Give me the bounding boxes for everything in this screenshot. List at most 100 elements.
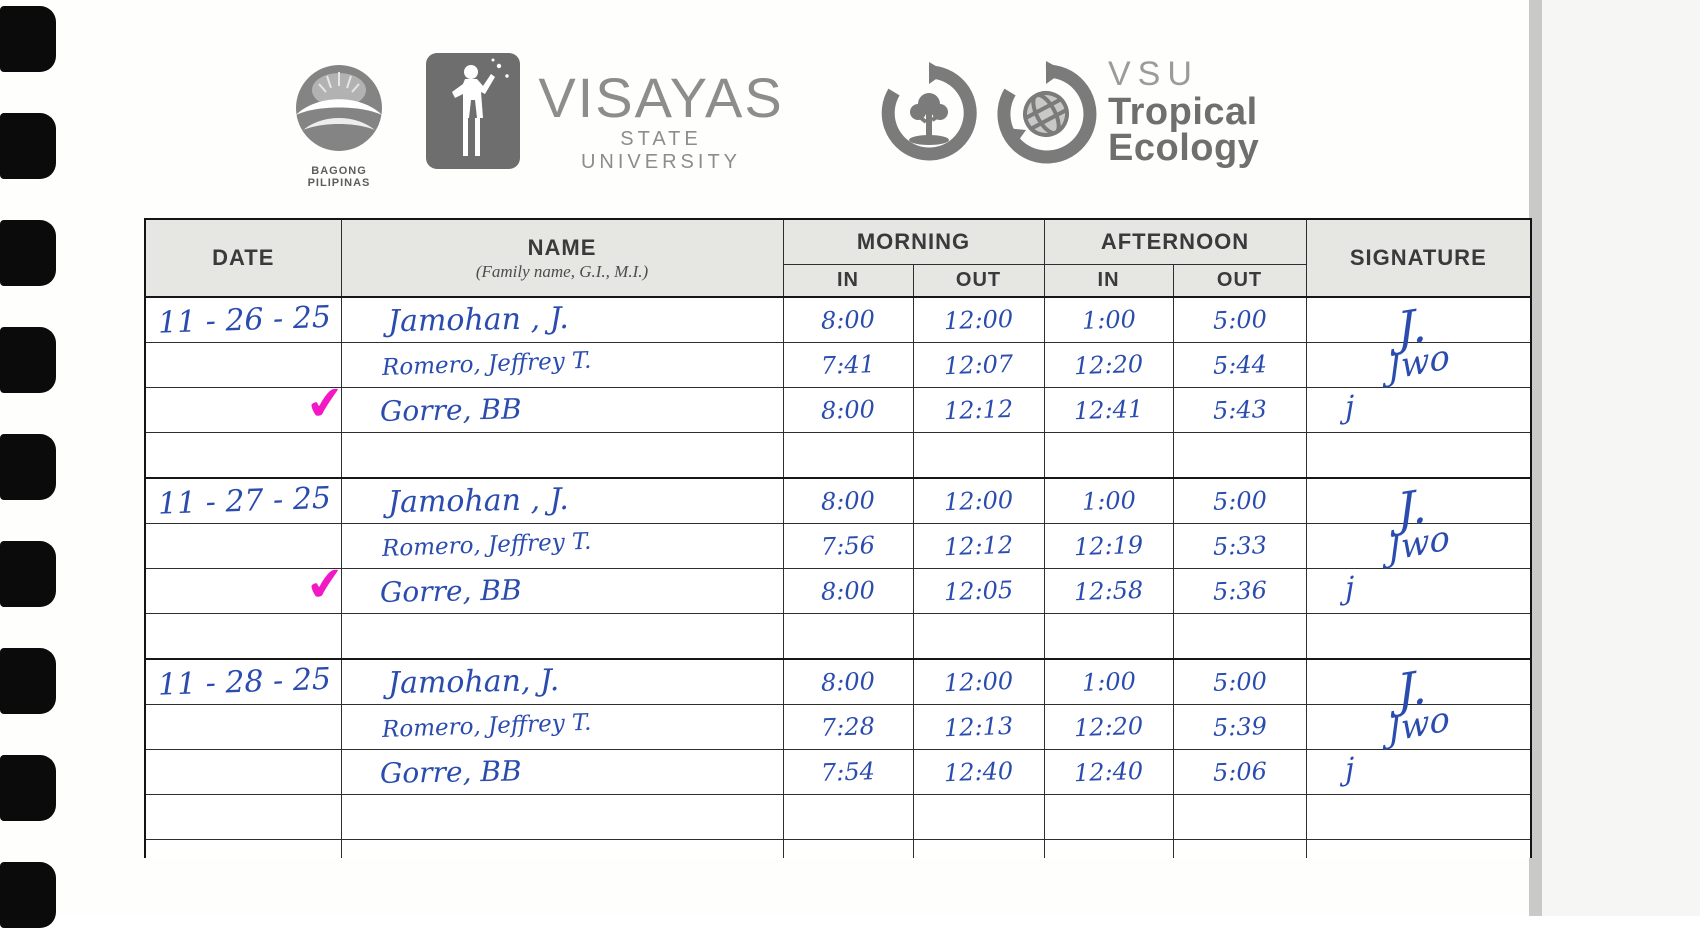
date-cell bbox=[144, 523, 342, 569]
morning-out-cell: 12:12 bbox=[912, 523, 1045, 569]
binding-ring bbox=[0, 648, 56, 714]
morning-out-cell: 12:00 bbox=[912, 296, 1045, 343]
time-value: 8:00 bbox=[820, 395, 876, 425]
morning-in-cell: 8:00 bbox=[782, 568, 914, 614]
signature-scribble: Jwo bbox=[1386, 336, 1451, 390]
signature-scribble: j bbox=[1344, 570, 1355, 607]
empty-cell bbox=[1305, 432, 1532, 479]
afternoon-out-cell: 5:00 bbox=[1172, 658, 1307, 705]
time-value: 5:44 bbox=[1212, 350, 1267, 380]
empty-cell bbox=[1172, 432, 1307, 479]
attendance-row: ✔ Gorre, BB 8:00 12:12 12:41 5:43 j bbox=[144, 375, 1532, 433]
eco-line2: Ecology bbox=[1108, 127, 1260, 170]
name-cell: Jamohan, J. bbox=[340, 658, 784, 705]
attendance-row: ✔ Gorre, BB 8:00 12:05 12:58 5:36 j bbox=[144, 556, 1532, 614]
name-value: Jamohan , J. bbox=[387, 300, 569, 339]
name-cell: Gorre, BB bbox=[340, 749, 784, 795]
date-cell bbox=[144, 387, 342, 433]
signature-cell: j bbox=[1305, 749, 1532, 795]
signature-cell: J. bbox=[1305, 477, 1532, 537]
afternoon-out-cell: 5:43 bbox=[1172, 387, 1307, 433]
university-name: VISAYAS bbox=[538, 66, 784, 129]
attendance-row: 11 - 26 - 25 Jamohan , J. 8:00 12:00 1:00 5:0… bbox=[144, 296, 1532, 356]
empty-cell bbox=[1043, 613, 1174, 660]
time-value: 7:54 bbox=[820, 757, 876, 787]
globe-recycle-icon bbox=[997, 61, 1097, 164]
afternoon-out-cell: 5:00 bbox=[1172, 296, 1307, 343]
time-value: 12:00 bbox=[943, 666, 1014, 698]
name-value: Gorre, BB bbox=[379, 391, 522, 428]
date-value: 11 - 28 - 25 bbox=[157, 661, 332, 703]
page-edge-shadow bbox=[1529, 0, 1542, 916]
empty-cell bbox=[1043, 432, 1174, 479]
binding-ring bbox=[0, 6, 56, 72]
eco-line1: Tropical bbox=[1108, 91, 1258, 134]
bagong-pilipinas-emblem-icon bbox=[296, 65, 382, 151]
date-cell: 11 - 28 - 25 bbox=[144, 658, 342, 705]
header-name: NAME (Family name, G.I., M.I.) bbox=[340, 218, 784, 298]
time-value: 12:07 bbox=[943, 349, 1014, 381]
time-value: 12:40 bbox=[1073, 756, 1144, 788]
check-mark-icon: ✔ bbox=[302, 375, 347, 431]
afternoon-in-cell: 1:00 bbox=[1043, 477, 1174, 524]
vsu-statue-icon bbox=[426, 53, 520, 169]
name-cell: ✔ Gorre, BB bbox=[303, 375, 784, 433]
afternoon-out-cell: 5:33 bbox=[1172, 523, 1307, 569]
time-value: 12:13 bbox=[943, 711, 1014, 743]
empty-cell bbox=[340, 432, 784, 479]
signature-cell: Jwo bbox=[1305, 518, 1532, 570]
morning-in-cell: 8:00 bbox=[782, 387, 914, 433]
name-value: Gorre, BB bbox=[379, 753, 522, 790]
name-value: Jamohan, J. bbox=[387, 662, 560, 701]
empty-cell bbox=[144, 613, 342, 660]
signature-scribble: Jwo bbox=[1386, 517, 1451, 571]
name-cell: ✔ Gorre, BB bbox=[303, 556, 784, 614]
name-cell: Jamohan , J. bbox=[340, 477, 784, 524]
header-morning: MORNING bbox=[782, 218, 1045, 265]
header-name-label: NAME bbox=[527, 234, 597, 260]
binding-ring bbox=[0, 220, 56, 286]
signature-cell: j bbox=[1305, 568, 1532, 614]
name-cell: Jamohan , J. bbox=[340, 296, 784, 343]
header-signature: SIGNATURE bbox=[1305, 218, 1532, 298]
name-value: Romero, Jeffrey T. bbox=[381, 347, 592, 381]
empty-cell bbox=[144, 794, 342, 840]
attendance-table-wrap: DATE NAME (Family name, G.I., M.I.) MORN… bbox=[144, 218, 1532, 858]
empty-cell bbox=[1172, 613, 1307, 660]
time-value: 12:20 bbox=[1073, 711, 1144, 743]
afternoon-in-cell: 1:00 bbox=[1043, 658, 1174, 705]
morning-in-cell: 8:00 bbox=[782, 477, 914, 524]
morning-in-cell: 7:28 bbox=[782, 704, 914, 750]
name-value: Romero, Jeffrey T. bbox=[381, 528, 592, 562]
time-value: 12:41 bbox=[1073, 394, 1144, 426]
time-value: 12:58 bbox=[1073, 575, 1144, 607]
time-value: 5:36 bbox=[1212, 576, 1267, 606]
date-cell bbox=[144, 342, 342, 388]
afternoon-in-cell: 12:20 bbox=[1043, 342, 1174, 388]
time-value: 5:00 bbox=[1212, 667, 1267, 697]
morning-out-cell: 12:00 bbox=[912, 477, 1045, 524]
time-value: 12:40 bbox=[943, 756, 1014, 788]
date-value: 11 - 27 - 25 bbox=[157, 480, 332, 522]
binding-ring bbox=[0, 541, 56, 607]
header-morning-out: OUT bbox=[912, 264, 1045, 298]
name-cell: Romero, Jeffrey T. bbox=[340, 342, 784, 388]
attendance-row: Gorre, BB 7:54 12:40 12:40 5:06 j bbox=[144, 749, 1532, 795]
empty-cell bbox=[782, 432, 914, 479]
afternoon-in-cell: 1:00 bbox=[1043, 296, 1174, 343]
empty-row bbox=[144, 432, 1532, 479]
empty-cell bbox=[912, 432, 1045, 479]
name-value: Gorre, BB bbox=[379, 572, 522, 609]
empty-cell bbox=[782, 839, 914, 858]
attendance-row: Romero, Jeffrey T. 7:56 12:12 12:19 5:33 Jwo bbox=[144, 518, 1532, 570]
attendance-row: 11 - 28 - 25 Jamohan, J. 8:00 12:00 1:00 5:00… bbox=[144, 658, 1532, 718]
signature-cell: J. bbox=[1305, 658, 1532, 718]
morning-out-cell: 12:00 bbox=[912, 658, 1045, 705]
empty-cell bbox=[1305, 794, 1532, 840]
time-value: 5:39 bbox=[1212, 712, 1267, 742]
afternoon-out-cell: 5:06 bbox=[1172, 749, 1307, 795]
date-cell bbox=[144, 704, 342, 750]
time-value: 7:28 bbox=[820, 712, 876, 742]
time-value: 12:20 bbox=[1073, 349, 1144, 381]
empty-cell bbox=[1305, 839, 1532, 858]
